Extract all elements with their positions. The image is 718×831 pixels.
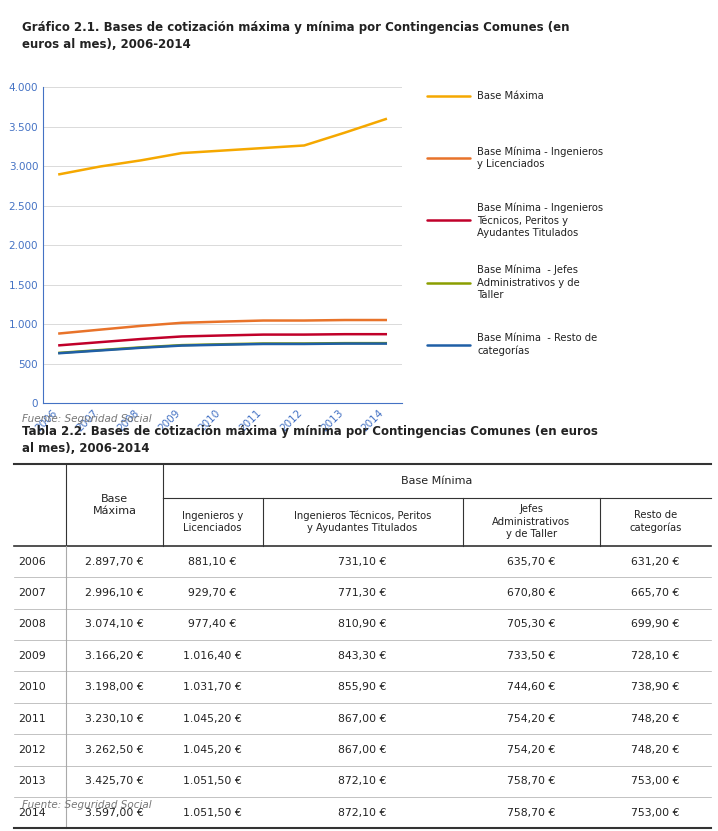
Text: 2014: 2014 — [18, 808, 45, 818]
Text: 2007: 2007 — [18, 588, 46, 598]
Text: 705,30 €: 705,30 € — [507, 619, 556, 629]
Text: 731,10 €: 731,10 € — [338, 557, 387, 567]
Text: 1.051,50 €: 1.051,50 € — [183, 808, 242, 818]
Text: 855,90 €: 855,90 € — [338, 682, 387, 692]
Text: 699,90 €: 699,90 € — [631, 619, 679, 629]
Text: 744,60 €: 744,60 € — [507, 682, 555, 692]
Text: 3.597,00 €: 3.597,00 € — [85, 808, 144, 818]
Text: 758,70 €: 758,70 € — [507, 776, 555, 786]
Text: 1.016,40 €: 1.016,40 € — [183, 651, 242, 661]
Text: 2012: 2012 — [18, 745, 45, 755]
Text: 2008: 2008 — [18, 619, 46, 629]
Text: 771,30 €: 771,30 € — [338, 588, 387, 598]
Text: Base Mínima  - Resto de
categorías: Base Mínima - Resto de categorías — [477, 333, 597, 356]
Text: 810,90 €: 810,90 € — [338, 619, 387, 629]
Text: 2013: 2013 — [18, 776, 45, 786]
Text: 2.897,70 €: 2.897,70 € — [85, 557, 144, 567]
Text: 1.051,50 €: 1.051,50 € — [183, 776, 242, 786]
Text: 1.045,20 €: 1.045,20 € — [183, 745, 242, 755]
Text: Gráfico 2.1. Bases de cotización máxima y mínima por Contingencias Comunes (en
e: Gráfico 2.1. Bases de cotización máxima … — [22, 21, 569, 51]
Text: 738,90 €: 738,90 € — [631, 682, 679, 692]
Text: 3.166,20 €: 3.166,20 € — [85, 651, 144, 661]
Text: Base Máxima: Base Máxima — [477, 91, 544, 101]
Text: 872,10 €: 872,10 € — [338, 808, 387, 818]
Text: 733,50 €: 733,50 € — [507, 651, 555, 661]
Text: 748,20 €: 748,20 € — [631, 714, 679, 724]
Text: 3.230,10 €: 3.230,10 € — [85, 714, 144, 724]
Text: Fuente: Seguridad Social: Fuente: Seguridad Social — [22, 800, 151, 810]
Text: 754,20 €: 754,20 € — [507, 714, 555, 724]
Text: 867,00 €: 867,00 € — [338, 745, 387, 755]
Text: 1.045,20 €: 1.045,20 € — [183, 714, 242, 724]
Text: 3.074,10 €: 3.074,10 € — [85, 619, 144, 629]
Text: 3.425,70 €: 3.425,70 € — [85, 776, 144, 786]
Text: Fuente: Seguridad Social: Fuente: Seguridad Social — [22, 414, 151, 424]
Text: 670,80 €: 670,80 € — [507, 588, 556, 598]
Text: 2011: 2011 — [18, 714, 45, 724]
Text: 753,00 €: 753,00 € — [631, 808, 679, 818]
Text: 929,70 €: 929,70 € — [188, 588, 237, 598]
Text: Tabla 2.2. Bases de cotización máxima y mínima por Contingencias Comunes (en eur: Tabla 2.2. Bases de cotización máxima y … — [22, 425, 597, 455]
Text: 3.198,00 €: 3.198,00 € — [85, 682, 144, 692]
Text: Resto de
categorías: Resto de categorías — [629, 510, 681, 534]
Text: Ingenieros Técnicos, Peritos
y Ayudantes Titulados: Ingenieros Técnicos, Peritos y Ayudantes… — [294, 510, 432, 534]
Text: 665,70 €: 665,70 € — [631, 588, 679, 598]
Text: 748,20 €: 748,20 € — [631, 745, 679, 755]
Text: 631,20 €: 631,20 € — [631, 557, 679, 567]
Text: 2.996,10 €: 2.996,10 € — [85, 588, 144, 598]
Text: 2010: 2010 — [18, 682, 46, 692]
Text: Ingenieros y
Licenciados: Ingenieros y Licenciados — [182, 510, 243, 533]
Text: Base Mínima - Ingenieros
y Licenciados: Base Mínima - Ingenieros y Licenciados — [477, 146, 604, 170]
Text: Base Mínima  - Jefes
Administrativos y de
Taller: Base Mínima - Jefes Administrativos y de… — [477, 265, 580, 300]
Text: Base Mínima: Base Mínima — [401, 476, 472, 486]
Text: 753,00 €: 753,00 € — [631, 776, 679, 786]
Text: 1.031,70 €: 1.031,70 € — [183, 682, 242, 692]
Text: Base
Máxima: Base Máxima — [93, 494, 136, 516]
Text: Jefes
Administrativos
y de Taller: Jefes Administrativos y de Taller — [492, 504, 570, 539]
Text: 867,00 €: 867,00 € — [338, 714, 387, 724]
Text: 2006: 2006 — [18, 557, 46, 567]
Text: Base Mínima - Ingenieros
Técnicos, Peritos y
Ayudantes Titulados: Base Mínima - Ingenieros Técnicos, Perit… — [477, 202, 604, 238]
Text: 728,10 €: 728,10 € — [631, 651, 679, 661]
Text: 754,20 €: 754,20 € — [507, 745, 555, 755]
Text: 758,70 €: 758,70 € — [507, 808, 555, 818]
Text: 843,30 €: 843,30 € — [338, 651, 387, 661]
Text: 872,10 €: 872,10 € — [338, 776, 387, 786]
Text: 3.262,50 €: 3.262,50 € — [85, 745, 144, 755]
Text: 2009: 2009 — [18, 651, 46, 661]
Text: 977,40 €: 977,40 € — [188, 619, 237, 629]
Text: 881,10 €: 881,10 € — [188, 557, 237, 567]
Text: 635,70 €: 635,70 € — [507, 557, 555, 567]
